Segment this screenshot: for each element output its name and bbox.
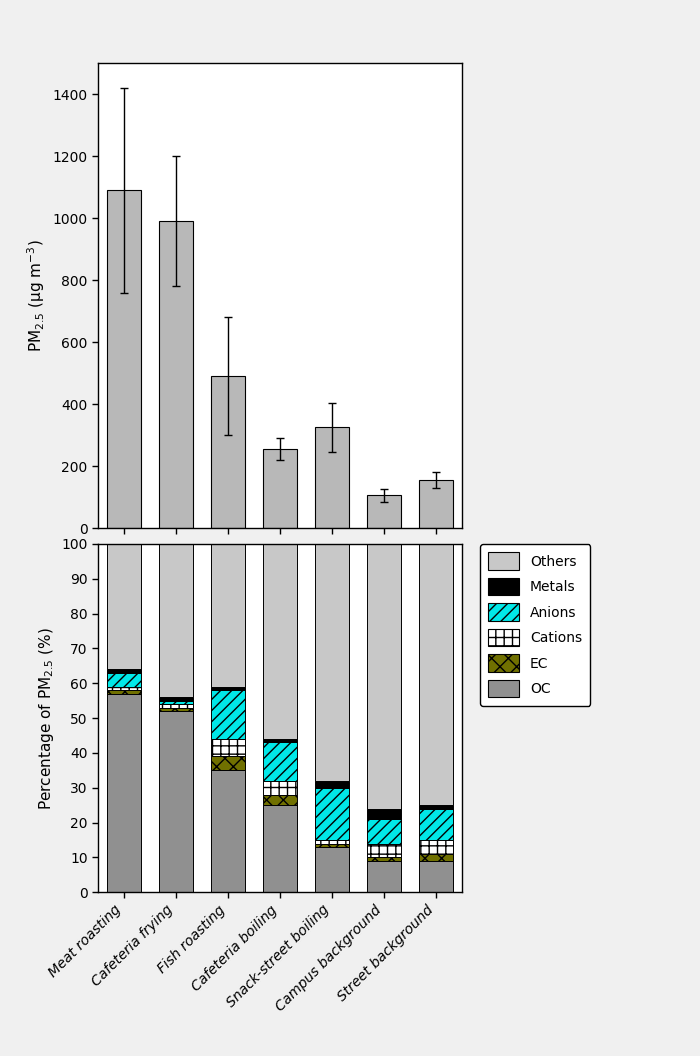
Bar [159,222,193,528]
Bar [211,544,245,686]
Bar [159,704,193,708]
Bar [159,544,193,697]
Bar [263,780,297,795]
Bar [419,480,453,528]
Y-axis label: PM$_{2.5}$ (μg m$^{-3}$): PM$_{2.5}$ (μg m$^{-3}$) [25,240,47,352]
Bar [159,701,193,704]
Bar [263,805,297,892]
Bar [211,771,245,892]
Bar [315,428,349,528]
Bar [107,190,141,528]
Bar [419,861,453,892]
Bar [107,694,141,892]
Bar [107,673,141,686]
Bar [211,686,245,691]
Bar [315,841,349,844]
Y-axis label: Percentage of PM$_{2.5}$ (%): Percentage of PM$_{2.5}$ (%) [36,626,56,810]
Bar [367,495,401,528]
Bar [419,854,453,861]
Bar [211,739,245,756]
Bar [419,544,453,805]
Bar [367,819,401,844]
Bar [107,670,141,673]
Bar [159,711,193,892]
Bar [367,544,401,809]
Bar [419,841,453,854]
Bar [211,691,245,739]
Bar [419,809,453,841]
Bar [159,697,193,701]
Bar [211,376,245,528]
Bar [367,809,401,819]
Legend: Others, Metals, Anions, Cations, EC, OC: Others, Metals, Anions, Cations, EC, OC [480,544,590,705]
Bar [263,739,297,742]
Bar [107,686,141,691]
Bar [263,449,297,528]
Bar [367,844,401,857]
Bar [263,795,297,805]
Bar [419,805,453,809]
Bar [263,742,297,780]
Bar [367,857,401,861]
Bar [263,544,297,739]
Bar [315,544,349,780]
Bar [107,544,141,670]
Bar [367,861,401,892]
Bar [107,691,141,694]
Bar [315,847,349,892]
Bar [315,780,349,788]
Bar [211,756,245,771]
Bar [315,788,349,841]
Bar [315,844,349,847]
Bar [159,708,193,711]
